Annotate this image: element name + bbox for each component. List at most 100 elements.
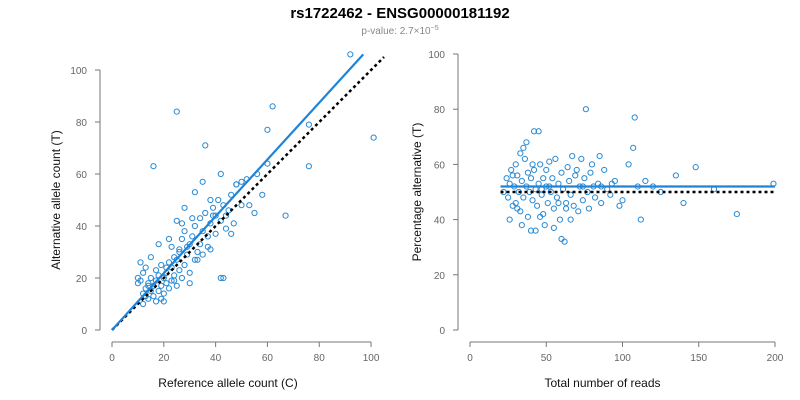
chart-subtitle: p-value: 2.7×10−5 bbox=[361, 25, 438, 37]
panel0-data-point bbox=[165, 259, 173, 266]
panel1-data-point bbox=[692, 164, 699, 171]
panel1-data-point bbox=[529, 161, 536, 168]
panel0-y-axis-label: Alternative allele count (T) bbox=[49, 130, 63, 269]
panel1-x-tick-label: 200 bbox=[767, 353, 784, 364]
panel0-data-point bbox=[184, 243, 191, 250]
panel0-data-point bbox=[202, 142, 209, 149]
panel1-data-point bbox=[529, 197, 536, 204]
panel1-y-tick-label: 40 bbox=[434, 216, 446, 227]
panel1-data-point bbox=[582, 106, 590, 113]
panel0-data-point bbox=[176, 246, 183, 253]
panel0-data-point bbox=[199, 178, 206, 185]
panel1-data-point bbox=[546, 158, 553, 165]
panel1-data-point bbox=[506, 216, 513, 223]
panel0-data-point bbox=[181, 204, 188, 211]
panel0-data-point bbox=[137, 277, 144, 284]
panel0-data-point bbox=[139, 300, 147, 308]
panel0-x-tick-label: 40 bbox=[210, 353, 222, 364]
panel1-data-point bbox=[512, 161, 519, 168]
panel0-data-point bbox=[212, 212, 219, 219]
panel1-data-point bbox=[514, 172, 521, 179]
panel0-data-point bbox=[152, 267, 160, 274]
panel1-data-point bbox=[549, 175, 556, 182]
panel0-data-point bbox=[191, 222, 198, 230]
panel1-x-tick-label: 0 bbox=[467, 353, 473, 364]
panel1-data-point bbox=[518, 177, 525, 185]
panel1-data-point bbox=[550, 224, 557, 231]
panel0-fit-line bbox=[111, 53, 365, 331]
panel1-data-point bbox=[572, 172, 579, 179]
panel0-data-point bbox=[178, 274, 186, 282]
panel1-data-point bbox=[562, 205, 570, 212]
panel0-data-point bbox=[189, 215, 196, 222]
panel1-data-point bbox=[514, 205, 521, 212]
panel0-data-point bbox=[158, 282, 165, 289]
right-scatter-panel: 0 50 100 150 200 0 20 40 60 80 100 Total number of … bbox=[410, 50, 784, 390]
panel0-data-point bbox=[305, 121, 312, 128]
panel1-y-tick-label: 0 bbox=[439, 326, 445, 337]
panel1-data-point bbox=[625, 161, 632, 168]
panel1-data-point bbox=[503, 175, 510, 182]
panel1-data-point bbox=[530, 166, 538, 174]
panel0-x-tick-label: 0 bbox=[109, 353, 115, 364]
panel0-data-point bbox=[259, 191, 266, 198]
panel1-data-point bbox=[521, 155, 529, 162]
panel1-data-point bbox=[567, 216, 574, 223]
panel0-data-point bbox=[246, 202, 253, 209]
panel1-data-point bbox=[547, 188, 554, 196]
panel1-data-point bbox=[733, 210, 740, 218]
panel0-x-tick-label: 80 bbox=[314, 353, 326, 364]
panel1-data-point bbox=[555, 199, 562, 207]
panel0-data-point bbox=[168, 277, 175, 284]
panel0-data-point bbox=[165, 285, 173, 292]
panel1-data-point bbox=[573, 166, 580, 174]
panel1-data-point bbox=[562, 199, 570, 207]
panel0-x-tick-label: 20 bbox=[158, 353, 170, 364]
panel1-data-point bbox=[537, 161, 544, 168]
panel0-data-point bbox=[158, 295, 165, 302]
panel0-y-tick-label: 20 bbox=[76, 274, 88, 285]
panel1-x-tick-label: 150 bbox=[690, 353, 707, 364]
panel0-data-point bbox=[139, 269, 147, 276]
panel1-data-point bbox=[524, 213, 532, 220]
panel1-data-point bbox=[524, 169, 532, 176]
panel0-data-point bbox=[202, 209, 209, 217]
panel0-data-point bbox=[145, 280, 152, 287]
panel1-data-point bbox=[527, 175, 535, 182]
panel0-data-point bbox=[155, 241, 162, 248]
panel1-data-point bbox=[556, 216, 564, 223]
panel1-data-point bbox=[517, 150, 524, 157]
panel0-data-point bbox=[191, 189, 198, 196]
panel0-data-point bbox=[207, 196, 214, 204]
panel1-y-axis-label: Percentage alternative (T) bbox=[410, 123, 424, 262]
panel0-data-point bbox=[191, 256, 198, 263]
panel1-data-point bbox=[552, 155, 559, 162]
panel1-x-axis-label: Total number of reads bbox=[544, 376, 660, 390]
panel1-data-point bbox=[520, 194, 527, 201]
panel0-data-point bbox=[238, 202, 245, 209]
panel1-data-point bbox=[642, 177, 649, 185]
panel0-reference-line bbox=[111, 56, 385, 331]
panel1-data-point bbox=[591, 194, 599, 201]
panel0-data-point bbox=[230, 220, 237, 227]
panel0-data-point bbox=[155, 287, 162, 295]
panel0-data-point bbox=[150, 163, 157, 170]
panel0-data-point bbox=[228, 230, 235, 237]
panel0-data-point bbox=[233, 181, 240, 188]
panel0-data-point bbox=[158, 261, 165, 269]
panel1-data-point bbox=[680, 199, 687, 207]
panel1-data-point bbox=[535, 128, 542, 135]
panel1-y-tick-label: 20 bbox=[434, 271, 446, 282]
panel0-x-tick-label: 60 bbox=[262, 353, 274, 364]
panel0-data-point bbox=[264, 126, 271, 133]
panel1-data-point bbox=[527, 227, 535, 234]
panel1-data-point bbox=[566, 177, 573, 185]
panel0-x-tick-label: 100 bbox=[363, 353, 380, 364]
panel0-data-point bbox=[152, 298, 160, 305]
panel1-data-point bbox=[587, 169, 594, 176]
panel1-data-point bbox=[601, 166, 608, 174]
panel1-data-point bbox=[541, 222, 548, 229]
panel1-data-point bbox=[569, 153, 576, 160]
panel1-data-point bbox=[530, 128, 538, 135]
